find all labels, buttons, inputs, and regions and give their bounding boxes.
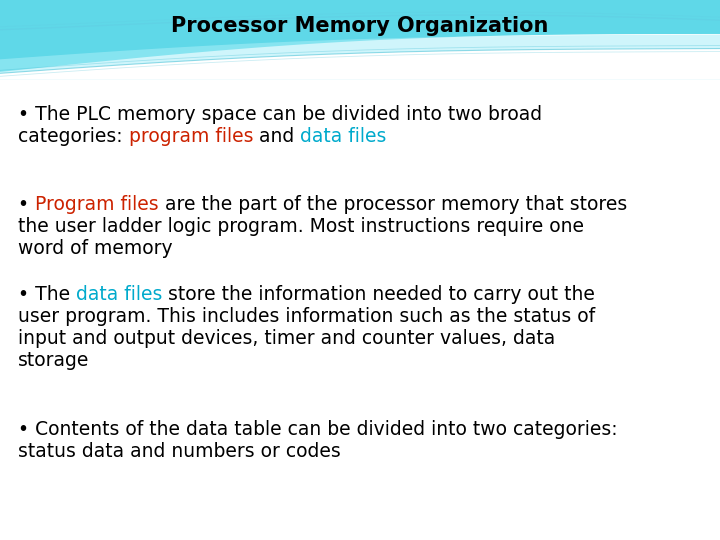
Text: Processor Memory Organization: Processor Memory Organization <box>171 16 549 36</box>
Text: input and output devices, timer and counter values, data: input and output devices, timer and coun… <box>18 329 555 348</box>
Polygon shape <box>0 35 720 73</box>
Text: data files: data files <box>76 285 163 304</box>
Text: status data and numbers or codes: status data and numbers or codes <box>18 442 341 461</box>
Text: and: and <box>253 127 300 146</box>
Text: • The: • The <box>18 285 76 304</box>
Text: •: • <box>18 195 35 214</box>
Text: storage: storage <box>18 351 89 370</box>
Text: Program files: Program files <box>35 195 158 214</box>
Text: are the part of the processor memory that stores: are the part of the processor memory tha… <box>158 195 627 214</box>
Text: • Contents of the data table can be divided into two categories:: • Contents of the data table can be divi… <box>18 420 618 439</box>
Polygon shape <box>0 34 720 80</box>
Text: data files: data files <box>300 127 387 146</box>
Text: categories:: categories: <box>18 127 129 146</box>
Text: • The PLC memory space can be divided into two broad: • The PLC memory space can be divided in… <box>18 105 542 124</box>
Polygon shape <box>0 0 720 80</box>
Text: word of memory: word of memory <box>18 239 173 258</box>
Text: program files: program files <box>129 127 253 146</box>
Text: the user ladder logic program. Most instructions require one: the user ladder logic program. Most inst… <box>18 217 584 236</box>
Text: user program. This includes information such as the status of: user program. This includes information … <box>18 307 595 326</box>
Text: store the information needed to carry out the: store the information needed to carry ou… <box>163 285 595 304</box>
